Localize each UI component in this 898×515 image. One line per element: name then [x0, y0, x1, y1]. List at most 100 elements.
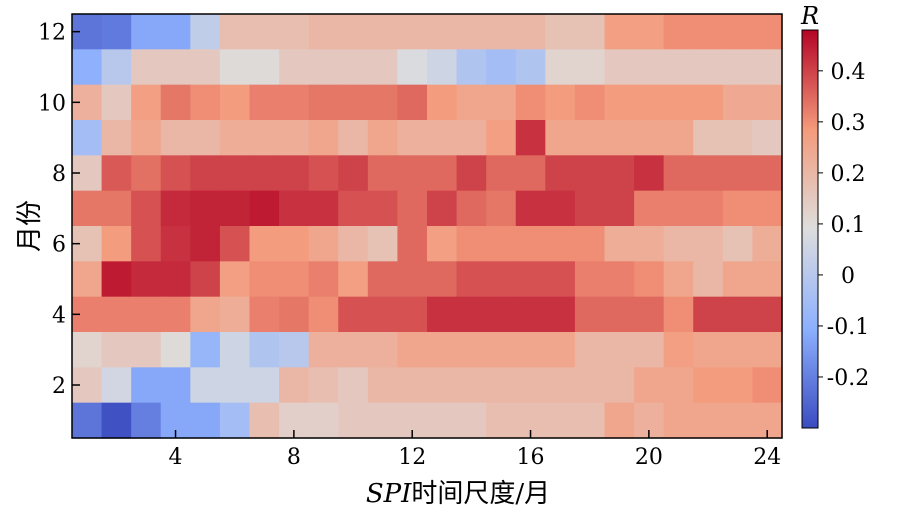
y-tick-label: 8: [52, 162, 66, 187]
heatmap-cell-m4-s19: [604, 296, 635, 333]
heatmap-cell-m4-s5: [190, 296, 221, 333]
heatmap-cell-m4-s17: [545, 296, 576, 333]
heatmap-cell-m6-s19: [604, 226, 635, 262]
heatmap-cell-m6-s10: [338, 226, 369, 262]
heatmap-cell-m6-s9: [308, 226, 339, 262]
heatmap-cell-m4-s2: [101, 296, 132, 333]
heatmap-cell-m10-s15: [486, 84, 517, 121]
heatmap-cell-m11-s7: [249, 49, 280, 86]
heatmap-cell-m9-s12: [397, 120, 428, 156]
heatmap-cell-m12-s24: [752, 14, 783, 50]
heatmap-cell-m5-s2: [101, 261, 132, 298]
heatmap-cell-m11-s3: [131, 49, 162, 86]
heatmap-cell-m5-s12: [397, 261, 428, 298]
x-axis-title: SPI时间尺度/月: [366, 479, 550, 509]
heatmap-cell-m3-s7: [249, 332, 280, 368]
heatmap-cell-m9-s21: [663, 120, 694, 156]
heatmap-cell-m10-s3: [131, 84, 162, 121]
heatmap-cell-m2-s14: [456, 367, 487, 404]
heatmap-cell-m4-s14: [456, 296, 487, 333]
heatmap-cell-m1-s2: [101, 402, 132, 439]
heatmap-cell-m6-s6: [219, 226, 251, 262]
heatmap-cell-m6-s17: [545, 226, 576, 262]
x-axis: 4 8 12 16 20 24: [169, 430, 781, 470]
heatmap-cell-m4-s24: [752, 296, 783, 333]
y-tick-label: 6: [52, 233, 66, 258]
heatmap-cell-m5-s3: [131, 261, 162, 298]
heatmap-cell-m10-s22: [693, 84, 724, 121]
heatmap-cell-m9-s20: [634, 120, 665, 156]
x-tick-label: 20: [635, 445, 663, 470]
colorbar-tick-label: 0.2: [831, 162, 866, 187]
heatmap-cell-m12-s12: [397, 14, 428, 50]
heatmap-cell-m1-s3: [131, 402, 162, 439]
heatmap-cell-m11-s20: [634, 49, 665, 86]
heatmap-cell-m10-s8: [279, 84, 310, 121]
heatmap-cell-m11-s24: [752, 49, 783, 86]
heatmap-cell-m6-s23: [722, 226, 754, 262]
heatmap-cell-m11-s8: [279, 49, 310, 86]
heatmap-cell-m11-s13: [427, 49, 458, 86]
heatmap-cell-m8-s12: [397, 155, 428, 192]
heatmap-cell-m5-s6: [219, 261, 251, 298]
heatmap-cell-m10-s19: [604, 84, 635, 121]
heatmap-cell-m1-s23: [722, 402, 754, 439]
heatmap-cell-m2-s6: [219, 367, 251, 404]
heatmap-cell-m7-s13: [427, 190, 458, 227]
heatmap-cell-m12-s11: [367, 14, 399, 50]
heatmap-cell-m5-s20: [634, 261, 665, 298]
heatmap-cell-m3-s4: [160, 332, 191, 368]
heatmap-cell-m10-s2: [101, 84, 132, 121]
heatmap-cell-m5-s15: [486, 261, 517, 298]
heatmap-cell-m4-s22: [693, 296, 724, 333]
heatmap-cell-m6-s13: [427, 226, 458, 262]
heatmap-cell-m10-s16: [515, 84, 546, 121]
heatmap-cell-m10-s13: [427, 84, 458, 121]
heatmap-cell-m1-s17: [545, 402, 576, 439]
heatmap-cell-m7-s19: [604, 190, 635, 227]
heatmap-cell-m10-s17: [545, 84, 576, 121]
heatmap-cell-m1-s19: [604, 402, 635, 439]
heatmap-cell-m3-s18: [574, 332, 606, 368]
x-tick-label: 8: [287, 445, 301, 470]
heatmap-cell-m2-s22: [693, 367, 724, 404]
y-tick-label: 4: [52, 303, 66, 328]
heatmap-cell-m9-s5: [190, 120, 221, 156]
x-tick-label: 4: [169, 445, 183, 470]
y-tick-label: 2: [52, 374, 66, 399]
heatmap-cell-m5-s16: [515, 261, 546, 298]
heatmap-cell-m12-s23: [722, 14, 754, 50]
heatmap-cell-m1-s6: [219, 402, 251, 439]
heatmap-cell-m3-s3: [131, 332, 162, 368]
heatmap-cell-m5-s13: [427, 261, 458, 298]
x-tick-label: 12: [398, 445, 426, 470]
heatmap-cell-m9-s1: [72, 120, 103, 156]
heatmap-cell-m6-s2: [101, 226, 132, 262]
plot-frame: [71, 13, 783, 439]
heatmap-cell-m8-s16: [515, 155, 546, 192]
heatmap-cell-m10-s6: [219, 84, 251, 121]
colorbar-ticks: -0.2 -0.1 0 0.1 0.2 0.3 0.4: [818, 60, 869, 391]
heatmap-cell-m6-s18: [574, 226, 606, 262]
heatmap-cell-m8-s17: [545, 155, 576, 192]
heatmap-cell-m2-s16: [515, 367, 546, 404]
heatmap-cell-m9-s24: [752, 120, 783, 156]
heatmap-cell-m9-s4: [160, 120, 191, 156]
heatmap-cell-m1-s10: [338, 402, 369, 439]
heatmap-cell-m8-s15: [486, 155, 517, 192]
heatmap-cell-m3-s5: [190, 332, 221, 368]
heatmap-cell-m9-s7: [249, 120, 280, 156]
heatmap-cell-m12-s10: [338, 14, 369, 50]
heatmap-cell-m12-s19: [604, 14, 635, 50]
heatmap-cell-m5-s18: [574, 261, 606, 298]
heatmap-cell-m11-s6: [219, 49, 251, 86]
heatmap-cell-m3-s17: [545, 332, 576, 368]
heatmap-cell-m4-s9: [308, 296, 339, 333]
heatmap-cell-m8-s24: [752, 155, 783, 192]
heatmap-cell-m4-s23: [722, 296, 754, 333]
heatmap-cell-m2-s19: [604, 367, 635, 404]
heatmap-cell-m8-s21: [663, 155, 694, 192]
heatmap-cell-m11-s15: [486, 49, 517, 86]
heatmap-cell-m3-s6: [219, 332, 251, 368]
heatmap-cell-m10-s4: [160, 84, 191, 121]
